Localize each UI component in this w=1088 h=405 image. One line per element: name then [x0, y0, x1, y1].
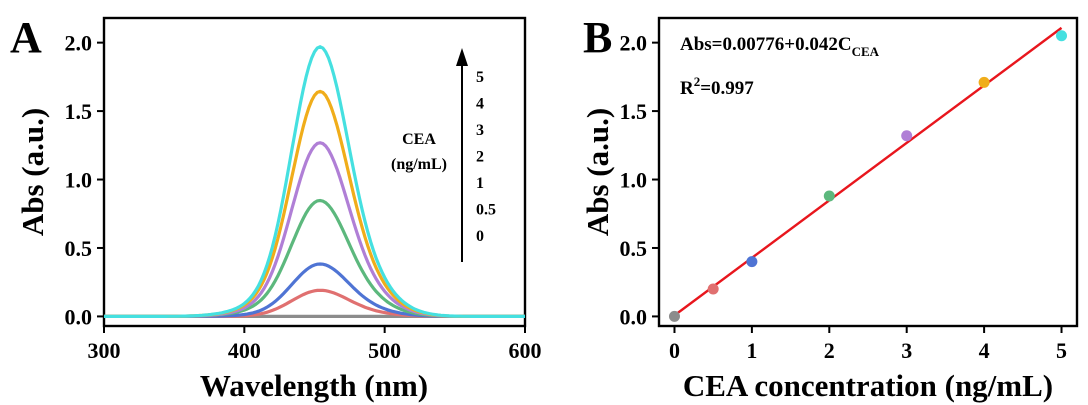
- r-squared-value: =0.997: [700, 78, 754, 99]
- data-point: [901, 130, 913, 142]
- legend-title-line1: CEA: [402, 131, 436, 148]
- panel-b: 0 1 2 3 4 5 0.0 0.5 1.0 1.5 2.0 B CEA concentratio…: [580, 13, 1079, 403]
- r-squared-superscript: 2: [694, 74, 701, 89]
- legend-levels: 5 4 3 2 1 0.5 0: [476, 69, 496, 245]
- panel-a-y-tick-label: 2.0: [65, 31, 93, 56]
- legend-level-label: 4: [476, 96, 484, 113]
- panel-b-x-tick-label: 5: [1056, 338, 1067, 363]
- panel-a-ticks: 300 400 500 600 0.0 0.5 1.0 1.5 2.0: [65, 31, 542, 363]
- panel-b-x-axis-label: CEA concentration (ng/mL): [683, 368, 1053, 403]
- panel-a-x-tick-label: 400: [228, 338, 261, 363]
- panel-b-y-tick-label: 1.0: [620, 168, 648, 193]
- legend-level-label: 0: [476, 228, 484, 245]
- legend-level-label: 0.5: [476, 202, 496, 219]
- panel-a: 300 400 500 600 0.0 0.5 1.0 1.5 2.0 A Wavelength…: [10, 13, 542, 403]
- panel-b-y-tick-label: 0.0: [620, 304, 648, 329]
- panel-b-x-tick-label: 0: [669, 338, 680, 363]
- panel-a-y-tick-label: 1.5: [65, 99, 93, 124]
- panel-b-x-tick-label: 3: [901, 338, 912, 363]
- panel-b-y-axis-label: Abs (a.u.): [580, 108, 615, 236]
- fit-line: [673, 26, 1063, 317]
- data-point: [746, 256, 758, 268]
- panel-b-plot-frame: [657, 16, 1079, 328]
- legend-arrow-head: [456, 48, 468, 66]
- panel-b-y-tick-label: 2.0: [620, 31, 648, 56]
- legend-level-label: 1: [476, 175, 484, 192]
- data-point: [823, 190, 835, 202]
- panel-a-x-axis-label: Wavelength (nm): [200, 368, 428, 403]
- legend-level-label: 2: [476, 149, 484, 166]
- panel-b-x-tick-label: 1: [746, 338, 757, 363]
- spectrum-line-5: [104, 45, 525, 318]
- data-point: [978, 76, 990, 88]
- fit-equation-main: Abs=0.00776+0.042C: [680, 34, 852, 55]
- spectrum-line-0-5: [104, 288, 525, 318]
- data-point: [707, 283, 719, 295]
- fit-equation: Abs=0.00776+0.042CCEA: [680, 34, 880, 59]
- legend-level-label: 3: [476, 122, 484, 139]
- fit-equation-subscript: CEA: [852, 44, 880, 59]
- panel-b-label: B: [583, 13, 612, 62]
- data-point: [1056, 30, 1068, 42]
- panel-a-y-tick-label: 1.0: [65, 168, 93, 193]
- panel-a-y-tick-label: 0.0: [65, 304, 93, 329]
- panel-a-plot-frame: [102, 16, 527, 328]
- panel-b-ticks: 0 1 2 3 4 5 0.0 0.5 1.0 1.5 2.0: [620, 31, 1068, 363]
- panel-b-y-tick-label: 0.5: [620, 236, 648, 261]
- data-point: [668, 310, 680, 322]
- panel-a-label: A: [10, 13, 42, 62]
- panel-a-series-group: [104, 45, 525, 318]
- panel-a-x-tick-label: 300: [88, 338, 121, 363]
- panel-b-y-tick-label: 1.5: [620, 99, 648, 124]
- r-squared-symbol: R: [680, 78, 694, 99]
- panel-a-y-tick-label: 0.5: [65, 236, 93, 261]
- r-squared: R2=0.997: [680, 74, 754, 99]
- panel-a-x-tick-label: 500: [368, 338, 401, 363]
- legend-level-label: 5: [476, 69, 484, 86]
- panel-b-x-tick-label: 4: [979, 338, 990, 363]
- legend-title-line2: (ng/mL): [391, 156, 447, 173]
- panel-a-x-tick-label: 600: [509, 338, 542, 363]
- panel-b-x-tick-label: 2: [824, 338, 835, 363]
- panel-b-points-group: [668, 30, 1068, 322]
- panel-a-y-axis-label: Abs (a.u.): [15, 108, 50, 236]
